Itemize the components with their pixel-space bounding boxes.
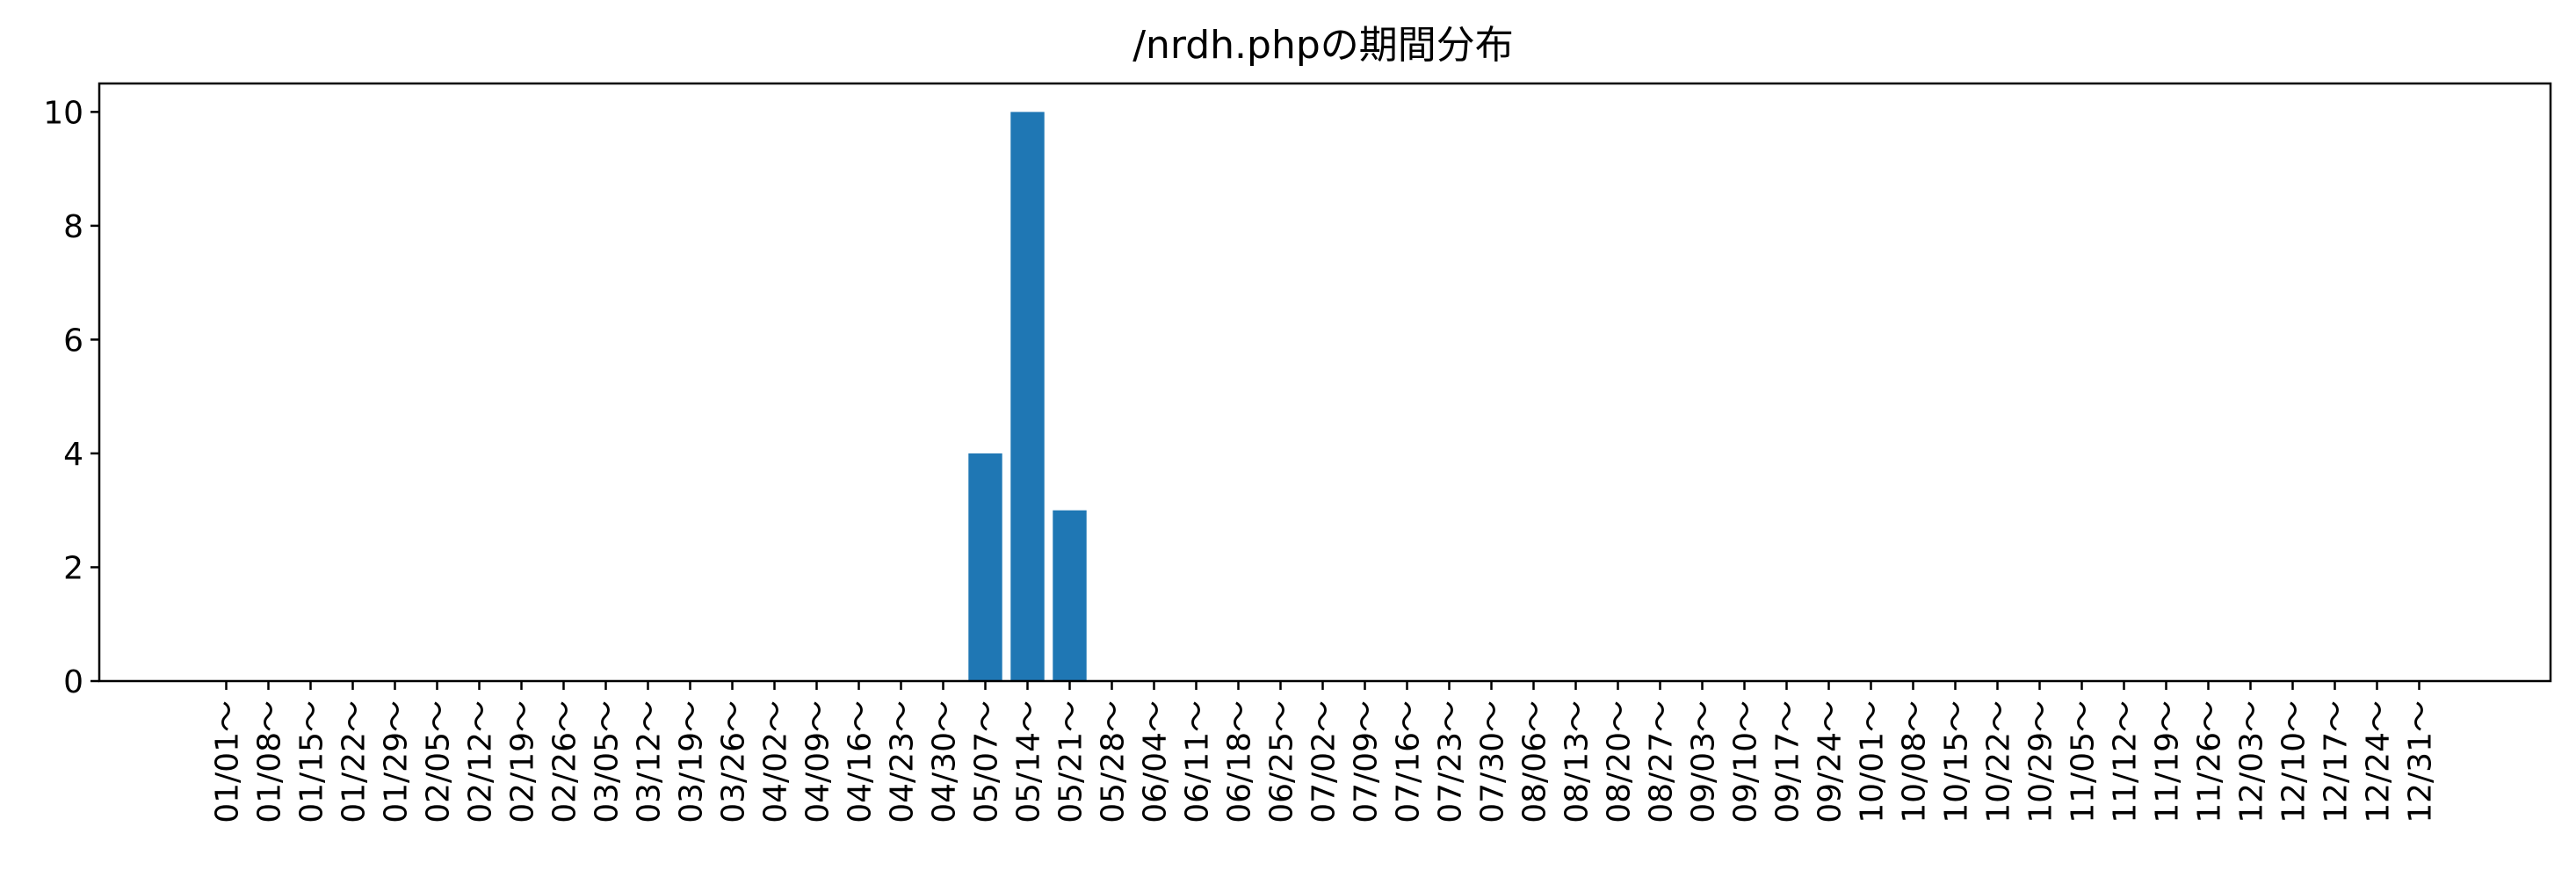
x-tick-label: 12/24～: [2361, 700, 2397, 823]
y-tick-label: 6: [63, 323, 83, 359]
x-tick-label: 03/19～: [674, 700, 710, 823]
x-tick-label: 09/24～: [1813, 700, 1849, 823]
x-tick-label: 07/30～: [1475, 700, 1511, 823]
y-tick-label: 8: [63, 209, 83, 245]
x-tick-label: 02/12～: [463, 700, 499, 823]
x-tick-label: 04/30～: [927, 700, 963, 823]
x-tick-label: 05/14～: [1011, 700, 1047, 823]
x-tick-label: 07/09～: [1349, 700, 1385, 823]
bar-05/07～: [968, 453, 1002, 681]
y-axis: 0 2 4 6 8 10: [43, 95, 99, 700]
bar-05/14～: [1010, 112, 1045, 681]
x-tick-label: 11/12～: [2108, 700, 2144, 823]
y-tick-label: 2: [63, 550, 83, 586]
x-tick-label: 08/20～: [1602, 700, 1638, 823]
x-tick-label: 03/05～: [590, 700, 626, 823]
x-tick-label: 04/02～: [758, 700, 794, 823]
x-tick-label: 04/09～: [800, 700, 836, 823]
x-tick-label: 10/01～: [1855, 700, 1891, 823]
x-tick-label: 08/13～: [1559, 700, 1596, 823]
x-tick-label: 12/03～: [2234, 700, 2270, 823]
x-tick-label: 10/29～: [2023, 700, 2059, 823]
x-tick-label: 09/10～: [1728, 700, 1764, 823]
x-axis: 01/01～ 01/08～ 01/15～ 01/22～ 01/29～ 02/05～ 02/1…: [210, 681, 2439, 823]
bar-05/21～: [1053, 510, 1087, 681]
x-tick-label: 12/17～: [2319, 700, 2355, 823]
x-tick-label: 01/15～: [294, 700, 330, 823]
x-tick-label: 11/26～: [2192, 700, 2228, 823]
x-tick-label: 06/18～: [1222, 700, 1258, 823]
x-tick-label: 02/05～: [421, 700, 457, 823]
chart-title: /nrdh.phpの期間分布: [1132, 23, 1514, 68]
bars: [968, 112, 1087, 681]
x-tick-label: 03/12～: [632, 700, 668, 823]
x-tick-label: 02/19～: [505, 700, 541, 823]
x-tick-label: 07/23～: [1433, 700, 1469, 823]
x-tick-label: 08/27～: [1644, 700, 1680, 823]
x-tick-label: 09/17～: [1770, 700, 1806, 823]
x-tick-label: 12/31～: [2403, 700, 2439, 823]
y-tick-label: 10: [43, 95, 83, 131]
x-tick-label: 01/01～: [210, 700, 246, 823]
x-tick-label: 06/25～: [1264, 700, 1300, 823]
x-tick-label: 07/02～: [1306, 700, 1342, 823]
x-tick-label: 03/26～: [716, 700, 752, 823]
x-tick-label: 05/21～: [1053, 700, 1089, 823]
y-tick-label: 0: [63, 664, 83, 700]
x-tick-label: 11/19～: [2150, 700, 2186, 823]
x-tick-label: 06/11～: [1180, 700, 1216, 823]
x-tick-label: 08/06～: [1517, 700, 1553, 823]
plot-frame: [98, 82, 2552, 683]
x-tick-label: 01/29～: [379, 700, 415, 823]
x-tick-label: 11/05～: [2066, 700, 2102, 823]
x-tick-label: 10/22～: [1981, 700, 2017, 823]
x-tick-label: 12/10～: [2276, 700, 2312, 823]
x-tick-label: 06/04～: [1138, 700, 1174, 823]
y-tick-label: 4: [63, 437, 83, 473]
x-tick-label: 07/16～: [1391, 700, 1427, 823]
x-tick-label: 05/07～: [969, 700, 1005, 823]
x-tick-label: 10/15～: [1939, 700, 1975, 823]
x-tick-label: 01/08～: [252, 700, 288, 823]
x-tick-label: 04/16～: [843, 700, 879, 823]
x-tick-label: 05/28～: [1096, 700, 1132, 823]
x-tick-label: 09/03～: [1686, 700, 1722, 823]
x-tick-label: 04/23～: [885, 700, 921, 823]
x-tick-label: 02/26～: [547, 700, 583, 823]
x-tick-label: 10/08～: [1897, 700, 1933, 823]
x-tick-label: 01/22～: [336, 700, 373, 823]
